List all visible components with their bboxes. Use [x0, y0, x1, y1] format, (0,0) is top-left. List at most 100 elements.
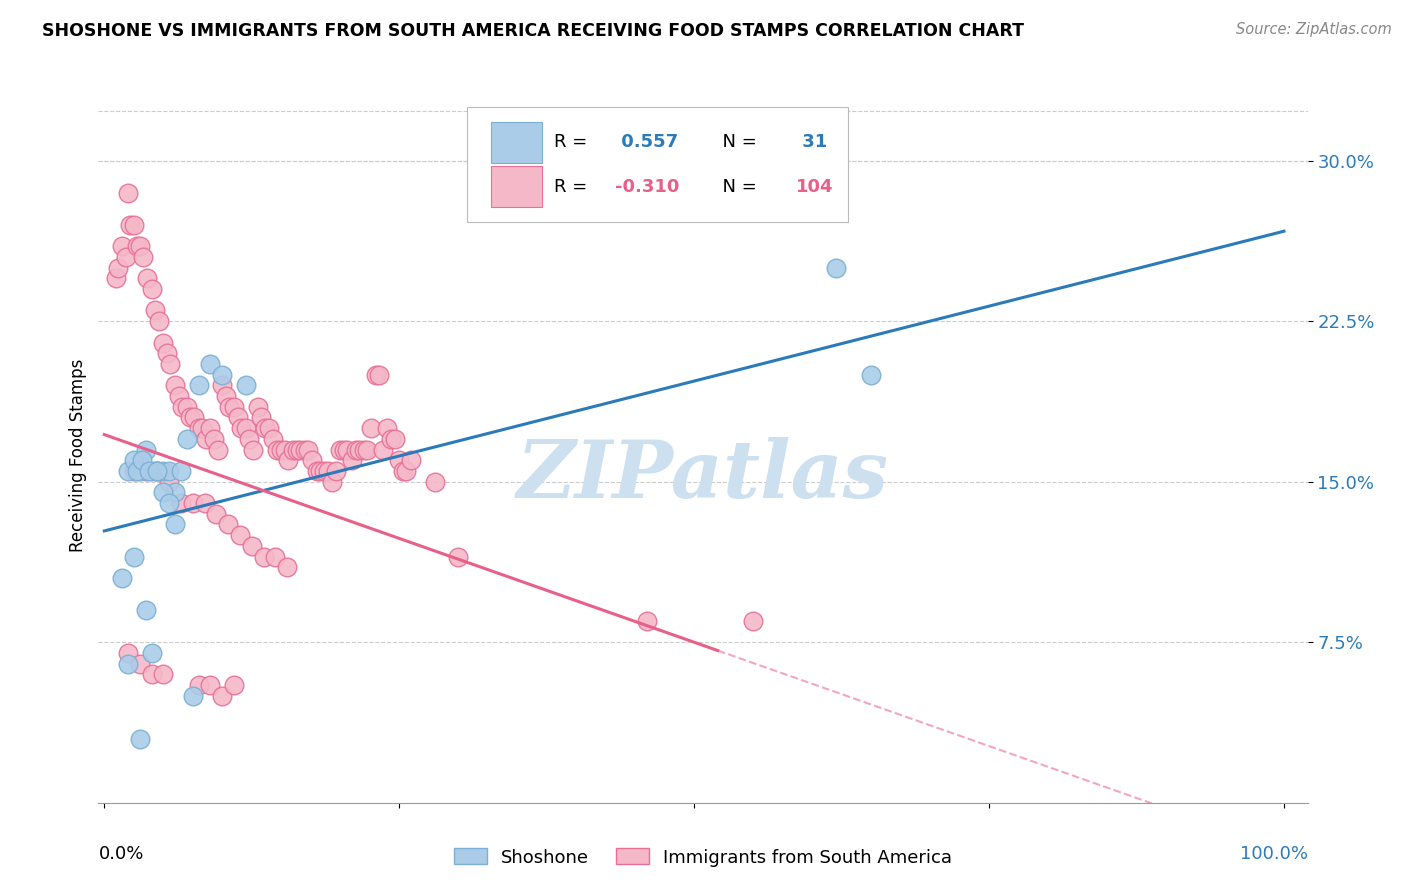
Point — [128, 657, 150, 671]
Point — [384, 432, 406, 446]
Point — [135, 442, 157, 457]
Point — [353, 442, 375, 457]
Point — [172, 400, 194, 414]
Text: -0.310: -0.310 — [614, 178, 679, 195]
Text: 104: 104 — [796, 178, 834, 195]
Text: R =: R = — [554, 133, 593, 152]
Point — [276, 560, 298, 574]
Point — [141, 667, 163, 681]
Text: 100.0%: 100.0% — [1240, 845, 1308, 863]
Point — [360, 421, 382, 435]
Point — [157, 496, 180, 510]
Point — [242, 442, 264, 457]
Text: 0.557: 0.557 — [614, 133, 678, 152]
Point — [447, 549, 470, 564]
Point — [325, 464, 347, 478]
Point — [152, 335, 174, 350]
Point — [114, 250, 136, 264]
Point — [132, 250, 155, 264]
Point — [347, 442, 370, 457]
Point — [329, 442, 352, 457]
Point — [159, 357, 181, 371]
Point — [259, 421, 281, 435]
Point — [395, 464, 418, 478]
Point — [222, 678, 245, 692]
Point — [266, 442, 288, 457]
Point — [167, 389, 190, 403]
Point — [191, 421, 214, 435]
Point — [215, 389, 238, 403]
Point — [238, 432, 260, 446]
Point — [187, 378, 209, 392]
Text: 31: 31 — [796, 133, 827, 152]
Point — [274, 442, 297, 457]
Point — [318, 464, 340, 478]
Point — [135, 464, 157, 478]
Point — [135, 271, 157, 285]
Point — [179, 410, 201, 425]
Point — [285, 442, 308, 457]
Point — [336, 442, 359, 457]
Point — [135, 603, 157, 617]
Point — [152, 464, 174, 478]
Point — [202, 432, 225, 446]
Point — [141, 646, 163, 660]
Point — [146, 464, 169, 478]
Y-axis label: Receiving Food Stamps: Receiving Food Stamps — [69, 359, 87, 551]
Point — [200, 421, 222, 435]
Point — [194, 432, 217, 446]
Point — [231, 421, 253, 435]
Point — [264, 549, 287, 564]
Point — [146, 464, 169, 478]
Point — [111, 239, 134, 253]
Point — [127, 239, 149, 253]
Point — [860, 368, 883, 382]
Legend: Shoshone, Immigrants from South America: Shoshone, Immigrants from South America — [447, 841, 959, 874]
Point — [127, 464, 149, 478]
Point — [340, 453, 363, 467]
Text: ZIPatlas: ZIPatlas — [517, 437, 889, 515]
Text: R =: R = — [554, 178, 593, 195]
Point — [321, 475, 343, 489]
Point — [301, 453, 323, 467]
Point — [117, 186, 139, 200]
FancyBboxPatch shape — [492, 121, 543, 162]
Point — [211, 368, 233, 382]
Point — [205, 507, 228, 521]
Point — [235, 421, 257, 435]
Text: N =: N = — [711, 133, 763, 152]
Point — [217, 517, 239, 532]
Point — [146, 464, 169, 478]
Point — [226, 410, 249, 425]
Point — [222, 400, 245, 414]
Point — [120, 218, 142, 232]
Point — [253, 421, 276, 435]
Point — [111, 571, 134, 585]
Point — [181, 496, 204, 510]
Point — [368, 368, 391, 382]
Point — [240, 539, 263, 553]
Point — [636, 614, 658, 628]
Point — [176, 432, 198, 446]
Point — [824, 260, 846, 275]
Point — [122, 453, 145, 467]
Point — [165, 378, 187, 392]
Point — [229, 528, 252, 542]
Point — [141, 282, 163, 296]
Point — [200, 678, 222, 692]
Point — [371, 442, 394, 457]
Point — [183, 410, 205, 425]
FancyBboxPatch shape — [492, 166, 543, 207]
Point — [270, 442, 292, 457]
Point — [176, 400, 198, 414]
Point — [294, 442, 316, 457]
Point — [288, 442, 311, 457]
Point — [262, 432, 284, 446]
Point — [305, 464, 328, 478]
Point — [194, 496, 217, 510]
Point — [152, 485, 174, 500]
Point — [250, 410, 273, 425]
Point — [388, 453, 411, 467]
Point — [742, 614, 765, 628]
Point — [128, 731, 150, 746]
